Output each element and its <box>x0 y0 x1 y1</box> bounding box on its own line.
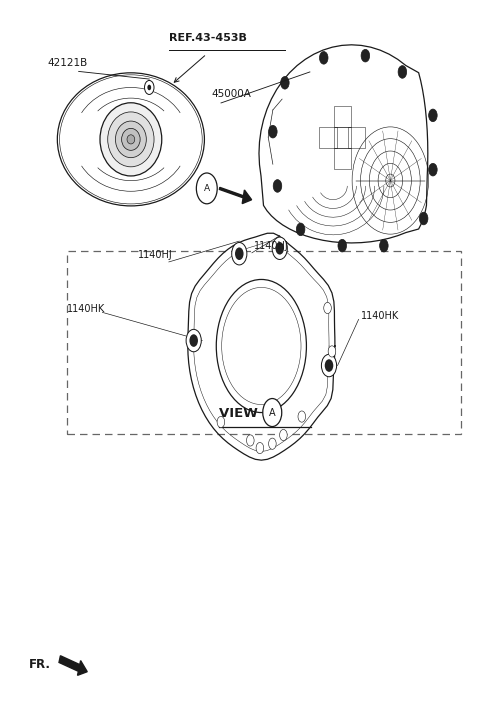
Ellipse shape <box>127 135 135 144</box>
Circle shape <box>361 49 370 62</box>
Circle shape <box>232 242 247 265</box>
Circle shape <box>281 76 289 89</box>
Circle shape <box>144 80 154 95</box>
Circle shape <box>338 239 347 252</box>
Ellipse shape <box>108 112 154 167</box>
Circle shape <box>298 411 306 422</box>
Text: REF.43-453B: REF.43-453B <box>169 33 247 43</box>
Bar <box>334 106 351 126</box>
Circle shape <box>190 334 198 347</box>
Circle shape <box>186 330 201 352</box>
Circle shape <box>256 443 264 454</box>
Circle shape <box>429 109 437 121</box>
Polygon shape <box>259 44 428 243</box>
Ellipse shape <box>115 121 146 157</box>
Circle shape <box>325 359 333 372</box>
Circle shape <box>296 223 305 236</box>
Circle shape <box>269 126 277 138</box>
Text: 1140HJ: 1140HJ <box>254 241 289 251</box>
Circle shape <box>280 429 287 441</box>
Circle shape <box>269 438 276 449</box>
Circle shape <box>263 398 282 426</box>
Circle shape <box>235 247 243 260</box>
Text: A: A <box>204 184 210 193</box>
Bar <box>334 148 351 169</box>
Text: 45000A: 45000A <box>212 90 252 100</box>
Circle shape <box>320 52 328 64</box>
Bar <box>320 126 336 148</box>
Text: 1140HK: 1140HK <box>361 311 399 321</box>
FancyArrow shape <box>59 656 87 676</box>
Ellipse shape <box>100 103 162 176</box>
Ellipse shape <box>121 128 140 150</box>
Circle shape <box>196 173 217 204</box>
Text: A: A <box>269 407 276 417</box>
Circle shape <box>328 346 336 357</box>
Text: VIEW: VIEW <box>219 407 262 421</box>
Text: FR.: FR. <box>29 658 51 671</box>
Circle shape <box>429 163 437 176</box>
Bar <box>348 126 365 148</box>
Bar <box>334 126 351 148</box>
Text: 1140HJ: 1140HJ <box>138 251 173 261</box>
FancyArrow shape <box>219 187 252 203</box>
Circle shape <box>147 85 151 90</box>
Bar <box>67 251 461 433</box>
Circle shape <box>380 239 388 252</box>
Circle shape <box>420 213 428 225</box>
Circle shape <box>324 302 331 313</box>
Circle shape <box>273 179 282 192</box>
Circle shape <box>398 66 407 78</box>
Circle shape <box>216 280 306 412</box>
Text: 42121B: 42121B <box>48 58 88 68</box>
Circle shape <box>272 237 288 260</box>
Circle shape <box>322 354 336 377</box>
Text: 1140HK: 1140HK <box>67 304 105 314</box>
Circle shape <box>217 417 225 428</box>
Circle shape <box>247 435 254 446</box>
Circle shape <box>276 242 284 255</box>
